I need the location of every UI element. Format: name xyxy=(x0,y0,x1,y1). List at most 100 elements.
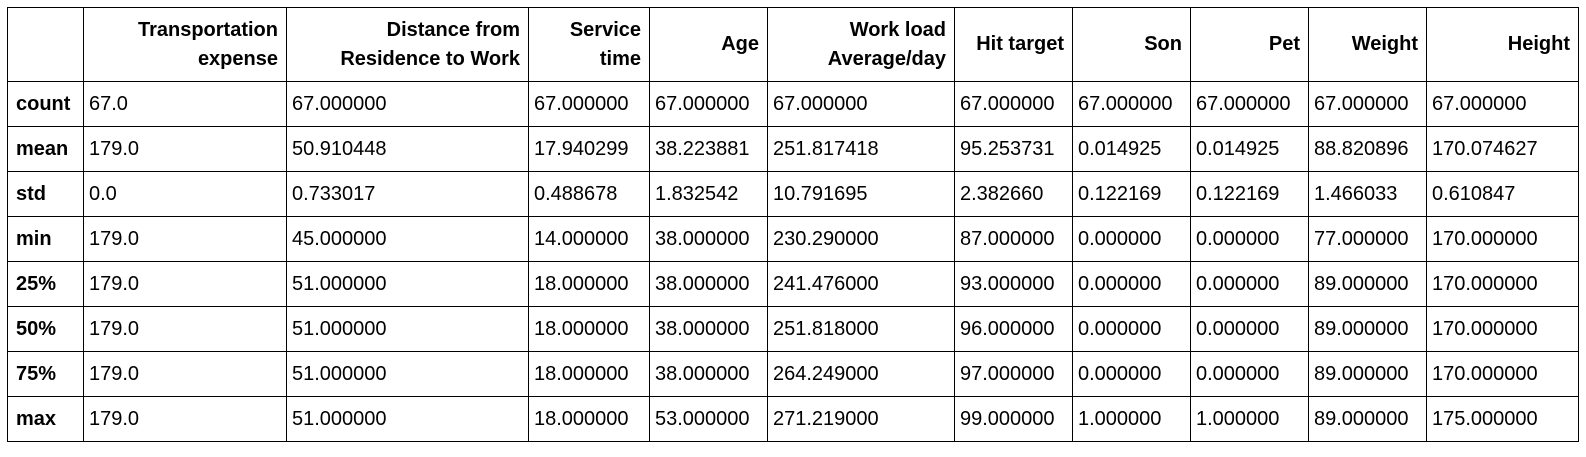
table-cell: 38.000000 xyxy=(649,216,768,262)
table-cell: 50.910448 xyxy=(286,126,529,172)
table-cell: 0.122169 xyxy=(1072,171,1191,217)
table-row: std 0.0 0.733017 0.488678 1.832542 10.791695 2… xyxy=(7,171,1579,217)
table-cell: 99.000000 xyxy=(954,396,1073,442)
summary-statistics-table: Transportation expense Distance from Res… xyxy=(7,7,1579,442)
table-cell: 179.0 xyxy=(83,306,287,352)
table-cell: 230.290000 xyxy=(767,216,955,262)
column-header-height: Height xyxy=(1426,7,1579,82)
column-header-line: Distance from xyxy=(386,18,520,41)
table-row: min 179.0 45.000000 14.000000 38.000000 230.2… xyxy=(7,216,1579,262)
table-cell: 241.476000 xyxy=(767,261,955,307)
table-cell: 67.000000 xyxy=(1308,81,1427,127)
table-cell: 89.000000 xyxy=(1308,351,1427,397)
row-label: max xyxy=(7,396,84,442)
table-cell: 0.000000 xyxy=(1190,261,1309,307)
table-cell: 18.000000 xyxy=(528,261,650,307)
row-label: mean xyxy=(7,126,84,172)
table-cell: 67.000000 xyxy=(954,81,1073,127)
column-header-line: Son xyxy=(1144,33,1182,55)
table-cell: 93.000000 xyxy=(954,261,1073,307)
table-cell: 51.000000 xyxy=(286,396,529,442)
table-cell: 170.000000 xyxy=(1426,261,1579,307)
table-cell: 0.000000 xyxy=(1072,306,1191,352)
column-header-line: Service xyxy=(569,18,641,41)
table-cell: 89.000000 xyxy=(1308,396,1427,442)
table-row: count 67.0 67.000000 67.000000 67.000000 67.0… xyxy=(7,81,1579,127)
table-cell: 67.000000 xyxy=(649,81,768,127)
table-cell: 14.000000 xyxy=(528,216,650,262)
table-cell: 1.000000 xyxy=(1190,396,1309,442)
table-cell: 251.817418 xyxy=(767,126,955,172)
table-cell: 18.000000 xyxy=(528,396,650,442)
table-cell: 2.382660 xyxy=(954,171,1073,217)
table-cell: 87.000000 xyxy=(954,216,1073,262)
table-cell: 179.0 xyxy=(83,216,287,262)
column-header-line: Work load xyxy=(849,18,946,41)
table-cell: 264.249000 xyxy=(767,351,955,397)
table-cell: 89.000000 xyxy=(1308,261,1427,307)
table-cell: 179.0 xyxy=(83,261,287,307)
table-cell: 51.000000 xyxy=(286,306,529,352)
column-header-age: Age xyxy=(649,7,768,82)
table-cell: 179.0 xyxy=(83,396,287,442)
table-cell: 0.000000 xyxy=(1072,216,1191,262)
table-cell: 38.000000 xyxy=(649,351,768,397)
table-cell: 0.000000 xyxy=(1072,351,1191,397)
table-cell: 271.219000 xyxy=(767,396,955,442)
table-cell: 95.253731 xyxy=(954,126,1073,172)
row-label: std xyxy=(7,171,84,217)
table-cell: 1.832542 xyxy=(649,171,768,217)
table-row: 75% 179.0 51.000000 18.000000 38.000000 264.2… xyxy=(7,351,1579,397)
column-header-line: Hit target xyxy=(976,33,1064,55)
table-cell: 97.000000 xyxy=(954,351,1073,397)
column-header-line: Pet xyxy=(1268,33,1300,55)
table-cell: 175.000000 xyxy=(1426,396,1579,442)
index-header xyxy=(7,7,84,82)
column-header-line: Transportation xyxy=(137,18,278,41)
table-row: mean 179.0 50.910448 17.940299 38.223881 251.… xyxy=(7,126,1579,172)
column-header-line: Height xyxy=(1507,33,1570,55)
table-cell: 0.000000 xyxy=(1190,351,1309,397)
table-cell: 251.818000 xyxy=(767,306,955,352)
table-row: max 179.0 51.000000 18.000000 53.000000 271.2… xyxy=(7,396,1579,442)
table-cell: 38.223881 xyxy=(649,126,768,172)
table-cell: 45.000000 xyxy=(286,216,529,262)
column-header-hit-target: Hit target xyxy=(954,7,1073,82)
table-cell: 88.820896 xyxy=(1308,126,1427,172)
table-cell: 170.000000 xyxy=(1426,216,1579,262)
table-cell: 67.000000 xyxy=(767,81,955,127)
table-cell: 67.000000 xyxy=(1072,81,1191,127)
table-cell: 1.466033 xyxy=(1308,171,1427,217)
table-cell: 0.122169 xyxy=(1190,171,1309,217)
column-header-weight: Weight xyxy=(1308,7,1427,82)
table-cell: 67.000000 xyxy=(1426,81,1579,127)
table-cell: 67.000000 xyxy=(528,81,650,127)
column-header-line: Age xyxy=(721,33,759,55)
row-label: 25% xyxy=(7,261,84,307)
table-cell: 0.733017 xyxy=(286,171,529,217)
table-row: 25% 179.0 51.000000 18.000000 38.000000 241.4… xyxy=(7,261,1579,307)
column-header-line: time xyxy=(599,47,641,70)
table-cell: 53.000000 xyxy=(649,396,768,442)
column-header-pet: Pet xyxy=(1190,7,1309,82)
table-cell: 10.791695 xyxy=(767,171,955,217)
table-cell: 17.940299 xyxy=(528,126,650,172)
column-header-work-load-average-day: Work load Average/day xyxy=(767,7,955,82)
table-cell: 38.000000 xyxy=(649,261,768,307)
table-cell: 67.000000 xyxy=(1190,81,1309,127)
table-cell: 0.0 xyxy=(83,171,287,217)
table-cell: 0.014925 xyxy=(1190,126,1309,172)
table-cell: 170.000000 xyxy=(1426,351,1579,397)
column-header-line: Average/day xyxy=(827,47,946,70)
column-header-service-time: Service time xyxy=(528,7,650,82)
table-cell: 18.000000 xyxy=(528,306,650,352)
column-header-line: expense xyxy=(197,47,278,70)
column-header-distance-from-residence-to-work: Distance from Residence to Work xyxy=(286,7,529,82)
row-label: count xyxy=(7,81,84,127)
table-cell: 51.000000 xyxy=(286,261,529,307)
table-cell: 179.0 xyxy=(83,351,287,397)
table-cell: 38.000000 xyxy=(649,306,768,352)
row-label: 50% xyxy=(7,306,84,352)
column-header-line: Residence to Work xyxy=(340,47,520,70)
table-cell: 170.000000 xyxy=(1426,306,1579,352)
